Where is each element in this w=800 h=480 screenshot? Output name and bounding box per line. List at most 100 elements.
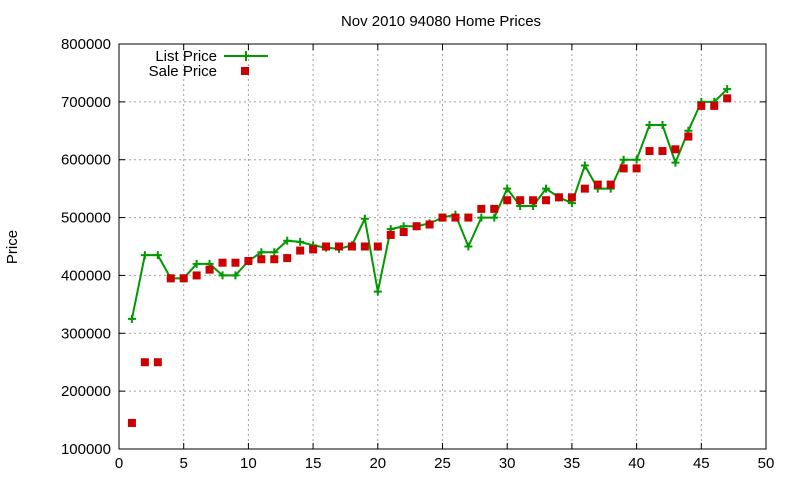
legend-label-list-price: List Price <box>155 48 217 65</box>
data-point-sale-price <box>671 145 680 154</box>
data-point-sale-price <box>270 255 279 264</box>
data-point-sale-price <box>554 193 563 202</box>
data-point-sale-price <box>153 358 162 367</box>
legend: List Price Sale Price <box>149 48 268 80</box>
y-tick-label: 800000 <box>61 36 111 53</box>
y-tick-label: 700000 <box>61 94 111 111</box>
data-point-sale-price <box>516 196 525 205</box>
data-point-sale-price <box>166 274 175 283</box>
data-point-list-price <box>218 271 227 280</box>
data-point-list-price <box>192 259 201 268</box>
data-point-sale-price <box>632 164 641 173</box>
series-line-list-price <box>130 88 728 320</box>
data-point-sale-price <box>257 255 266 264</box>
data-point-sale-price <box>231 258 240 267</box>
data-point-list-price <box>464 242 473 251</box>
data-point-sale-price <box>490 204 499 213</box>
x-tick-label: 5 <box>180 455 188 472</box>
data-point-sale-price <box>464 213 473 222</box>
data-point-sale-price <box>127 418 136 427</box>
plot-frame <box>118 43 767 450</box>
data-point-list-price <box>373 287 382 296</box>
x-tick-label: 25 <box>434 455 451 472</box>
x-tick-label: 10 <box>240 455 257 472</box>
y-tick-label: 400000 <box>61 267 111 284</box>
data-point-sale-price <box>205 265 214 274</box>
data-point-sale-price <box>296 246 305 255</box>
data-point-list-price <box>619 155 628 164</box>
data-point-sale-price <box>606 180 615 189</box>
data-point-sale-price <box>529 196 538 205</box>
data-point-sale-price <box>542 196 551 205</box>
data-point-list-price <box>503 184 512 193</box>
y-tick-label: 100000 <box>61 441 111 458</box>
x-tick-label: 20 <box>369 455 386 472</box>
series-layer <box>127 85 732 427</box>
data-point-list-price <box>658 121 667 129</box>
data-point-list-price <box>632 155 641 164</box>
data-point-list-price <box>140 251 149 260</box>
data-point-sale-price <box>218 258 227 267</box>
data-point-sale-price <box>309 245 318 254</box>
data-point-list-price <box>580 161 589 170</box>
data-point-sale-price <box>477 204 486 213</box>
data-point-list-price <box>153 251 162 260</box>
x-tick-label: 15 <box>305 455 322 472</box>
axis-ticks: 0 5 10 15 20 25 30 35 40 45 50 100000 200000 300000 40… <box>61 36 774 472</box>
data-point-sale-price <box>322 242 331 251</box>
data-point-list-price <box>270 248 279 257</box>
y-tick-label: 200000 <box>61 383 111 400</box>
data-point-sale-price <box>334 242 343 251</box>
data-point-sale-price <box>710 101 719 110</box>
data-point-sale-price <box>619 164 628 173</box>
x-tick-label: 0 <box>115 455 123 472</box>
data-point-sale-price <box>283 254 292 263</box>
data-point-sale-price <box>684 132 693 141</box>
data-point-list-price <box>257 248 266 257</box>
data-point-list-price <box>283 236 292 245</box>
data-point-list-price <box>231 271 240 280</box>
legend-marker-list-price <box>241 51 251 61</box>
grid <box>119 44 766 449</box>
x-tick-label: 30 <box>499 455 516 472</box>
x-tick-label: 50 <box>758 455 775 472</box>
data-point-sale-price <box>244 256 253 265</box>
y-tick-label: 300000 <box>61 325 111 342</box>
legend-label-sale-price: Sale Price <box>149 63 217 80</box>
data-point-sale-price <box>386 230 395 239</box>
data-point-sale-price <box>373 242 382 251</box>
data-point-sale-price <box>658 147 667 156</box>
x-tick-label: 40 <box>628 455 645 472</box>
data-point-sale-price <box>451 213 460 222</box>
y-axis-label: Price <box>4 230 21 264</box>
chart-title: Nov 2010 94080 Home Prices <box>341 13 541 30</box>
data-point-sale-price <box>140 358 149 367</box>
data-point-list-price <box>645 121 654 129</box>
data-point-sale-price <box>179 274 188 283</box>
data-point-list-price <box>490 213 499 222</box>
data-point-sale-price <box>723 94 732 103</box>
data-point-list-price <box>360 214 369 223</box>
data-point-list-price <box>477 213 486 222</box>
data-point-list-price <box>723 85 732 94</box>
data-point-sale-price <box>425 220 434 229</box>
data-point-sale-price <box>697 101 706 110</box>
data-point-sale-price <box>503 196 512 205</box>
data-point-sale-price <box>567 193 576 202</box>
data-point-sale-price <box>438 213 447 222</box>
y-tick-label: 600000 <box>61 152 111 169</box>
data-point-sale-price <box>645 147 654 156</box>
legend-marker-sale-price <box>241 67 249 75</box>
x-tick-label: 45 <box>693 455 710 472</box>
data-point-list-price <box>542 184 551 193</box>
data-point-sale-price <box>192 271 201 280</box>
data-point-sale-price <box>360 242 369 251</box>
x-tick-label: 35 <box>564 455 581 472</box>
data-point-sale-price <box>347 242 356 251</box>
data-point-list-price <box>296 237 305 246</box>
y-tick-label: 500000 <box>61 210 111 227</box>
data-point-list-price <box>127 314 136 323</box>
data-point-sale-price <box>399 228 408 237</box>
data-point-list-price <box>671 158 680 167</box>
